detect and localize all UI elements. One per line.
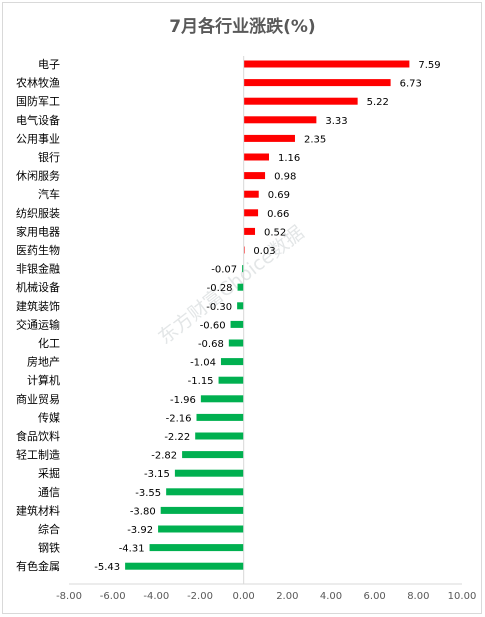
category-label: 化工 xyxy=(38,336,60,350)
category-label: 钢铁 xyxy=(38,542,60,555)
bar-国防军工 xyxy=(243,97,358,105)
category-label: 汽车 xyxy=(38,187,60,201)
bar-房地产 xyxy=(220,358,244,366)
category-label: 电气设备 xyxy=(16,113,60,127)
category-label: 通信 xyxy=(38,486,60,499)
value-label: -2.22 xyxy=(164,432,190,443)
value-label: 7.59 xyxy=(418,60,440,71)
category-label: 交通运输 xyxy=(16,317,60,331)
category-label: 综合 xyxy=(38,522,60,536)
bar-汽车 xyxy=(243,190,259,198)
x-tick-label: 0.00 xyxy=(233,591,255,602)
bar-有色金属 xyxy=(125,562,244,570)
bar-家用电器 xyxy=(243,227,256,235)
value-label: -3.92 xyxy=(127,525,153,536)
bar-交通运输 xyxy=(230,320,244,328)
category-label: 计算机 xyxy=(27,373,60,387)
category-label: 纺织服装 xyxy=(16,206,60,220)
category-label: 医药生物 xyxy=(16,243,60,257)
x-tick-label: -6.00 xyxy=(100,591,126,602)
value-label: -0.30 xyxy=(206,302,232,313)
value-label: -4.31 xyxy=(119,544,145,555)
chart-title: 7月各行业涨跌(%) xyxy=(169,17,316,37)
category-label: 房地产 xyxy=(27,355,60,369)
value-label: 0.03 xyxy=(253,246,275,257)
bar-公用事业 xyxy=(243,134,295,142)
category-label: 电子 xyxy=(38,58,60,71)
bar-综合 xyxy=(158,525,244,533)
category-label: 国防军工 xyxy=(16,94,60,108)
value-label: -1.96 xyxy=(170,395,196,406)
value-label: 3.33 xyxy=(325,116,347,127)
value-label: -3.15 xyxy=(144,469,170,480)
bar-通信 xyxy=(166,488,244,496)
bar-商业贸易 xyxy=(200,395,244,403)
value-label: 5.22 xyxy=(367,97,389,108)
category-label: 采掘 xyxy=(38,466,60,480)
value-label: -2.16 xyxy=(166,413,192,424)
x-tick-label: 8.00 xyxy=(407,591,429,602)
category-label: 银行 xyxy=(38,150,60,164)
value-label: -1.04 xyxy=(190,358,216,369)
value-label: -2.82 xyxy=(151,451,177,462)
bar-电气设备 xyxy=(243,116,317,124)
category-label: 家用电器 xyxy=(16,224,60,238)
value-label: 0.69 xyxy=(268,190,290,201)
value-label: 0.66 xyxy=(267,209,289,220)
axis-group: -8.00 -6.00 -4.00 -2.00 0.00 2.00 4.00 6.00 8.00… xyxy=(56,56,476,602)
bars-group: 电子 7.59 农林牧渔 6.73 国防军工 5.22 电气设备 3.33 公用事业 2.35 银行… xyxy=(16,58,441,573)
value-label: -0.60 xyxy=(200,320,226,331)
bar-钢铁 xyxy=(149,544,244,552)
category-label: 休闲服务 xyxy=(16,169,60,183)
bar-纺织服装 xyxy=(243,209,259,217)
bar-食品饮料 xyxy=(195,432,244,440)
bar-建筑装饰 xyxy=(237,302,244,310)
category-label: 非银金融 xyxy=(16,262,60,276)
bar-机械设备 xyxy=(237,283,244,291)
value-label: 0.98 xyxy=(274,172,296,183)
value-label: -0.28 xyxy=(207,283,233,294)
x-tick-label: 2.00 xyxy=(276,591,298,602)
value-label: -0.07 xyxy=(211,265,237,276)
bar-化工 xyxy=(228,339,244,347)
bar-采掘 xyxy=(174,469,244,477)
value-label: -0.68 xyxy=(198,339,224,350)
category-label: 传媒 xyxy=(38,411,60,424)
bar-银行 xyxy=(243,153,269,161)
x-tick-label: -2.00 xyxy=(187,591,213,602)
category-label: 公用事业 xyxy=(16,132,60,145)
value-label: 0.52 xyxy=(264,227,286,238)
value-label: -5.43 xyxy=(94,562,120,573)
value-label: 1.16 xyxy=(278,153,300,164)
value-label: 6.73 xyxy=(400,79,422,90)
category-label: 轻工制造 xyxy=(16,448,60,462)
x-tick-label: 4.00 xyxy=(320,591,342,602)
bar-建筑材料 xyxy=(160,506,244,514)
category-label: 机械设备 xyxy=(16,280,60,294)
category-label: 建筑材料 xyxy=(16,503,60,517)
category-label: 建筑装饰 xyxy=(16,299,60,313)
value-label: -1.15 xyxy=(188,376,214,387)
bar-休闲服务 xyxy=(243,172,266,180)
category-label: 商业贸易 xyxy=(16,392,60,406)
value-label: -3.55 xyxy=(135,488,161,499)
category-label: 农林牧渔 xyxy=(16,76,60,90)
value-label: -3.80 xyxy=(130,506,156,517)
x-tick-label: -8.00 xyxy=(56,591,82,602)
bar-计算机 xyxy=(218,376,244,384)
bar-传媒 xyxy=(196,413,244,421)
x-tick-label: 10.00 xyxy=(448,591,477,602)
category-label: 有色金属 xyxy=(16,559,60,573)
category-label: 食品饮料 xyxy=(16,429,60,443)
bar-非银金融 xyxy=(242,265,244,273)
bar-农林牧渔 xyxy=(243,79,391,87)
x-tick-label: 6.00 xyxy=(364,591,386,602)
x-tick-label: -4.00 xyxy=(143,591,169,602)
bar-轻工制造 xyxy=(182,451,244,459)
value-label: 2.35 xyxy=(304,134,326,145)
bar-电子 xyxy=(243,60,410,68)
